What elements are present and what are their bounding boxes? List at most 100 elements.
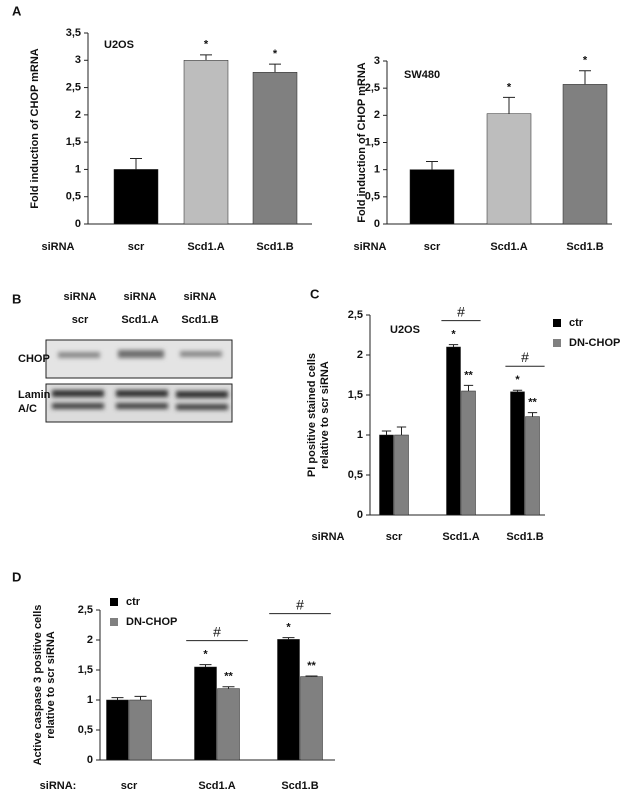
y-axis-label: PI positive stained cells bbox=[306, 353, 318, 477]
y-tick-label: 0 bbox=[87, 754, 93, 766]
chart-title: U2OS bbox=[104, 39, 134, 51]
significance: ** bbox=[224, 671, 233, 683]
bar bbox=[113, 169, 159, 225]
significance: * bbox=[515, 374, 520, 386]
lane-label: siRNA bbox=[63, 291, 96, 303]
legend-swatch bbox=[553, 339, 561, 347]
blot bbox=[45, 339, 233, 423]
error-bar bbox=[527, 412, 538, 417]
y-tick-label: 3,5 bbox=[66, 27, 81, 39]
error-bar bbox=[282, 637, 295, 640]
y-tick-label: 1,5 bbox=[348, 389, 363, 401]
bar bbox=[409, 169, 455, 225]
error-bar bbox=[200, 54, 212, 61]
x-tick-label: scr bbox=[121, 780, 138, 792]
y-tick-label: 2 bbox=[87, 634, 93, 646]
y-tick-label: 3 bbox=[75, 54, 81, 66]
error-bar bbox=[463, 384, 474, 391]
bar bbox=[379, 434, 394, 516]
bar bbox=[277, 639, 300, 761]
band bbox=[52, 403, 104, 409]
legend-swatch bbox=[110, 618, 118, 626]
error-bar bbox=[426, 161, 438, 170]
x-tick-label: Scd1.B bbox=[566, 241, 603, 253]
band bbox=[58, 352, 100, 358]
y-tick-label: 2 bbox=[357, 349, 363, 361]
band bbox=[176, 391, 228, 398]
y-tick-label: 1 bbox=[357, 429, 363, 441]
significance: * bbox=[583, 55, 588, 67]
x-tick-label: Scd1.B bbox=[506, 531, 543, 543]
significance: # bbox=[457, 303, 465, 319]
x-tick-label: Scd1.A bbox=[198, 780, 235, 792]
bar bbox=[252, 72, 298, 225]
bar bbox=[486, 113, 532, 225]
legend-swatch bbox=[553, 319, 561, 327]
y-tick-label: 2,5 bbox=[365, 82, 380, 94]
bar bbox=[510, 391, 525, 516]
x-tick-label: Scd1.A bbox=[490, 241, 527, 253]
y-axis-label: Active caspase 3 positive cells bbox=[32, 605, 44, 766]
y-tick-label: 2,5 bbox=[66, 81, 81, 93]
y-tick-label: 0,5 bbox=[348, 469, 363, 481]
significance: * bbox=[203, 649, 208, 661]
row-label: A/C bbox=[18, 403, 37, 415]
row-label: siRNA bbox=[41, 241, 74, 253]
y-tick-label: 0 bbox=[357, 509, 363, 521]
y-tick-label: 2,5 bbox=[78, 604, 93, 616]
row-label: siRNA: bbox=[40, 780, 77, 792]
significance: * bbox=[204, 39, 209, 51]
row-label: siRNA bbox=[311, 531, 344, 543]
chart-title: U2OS bbox=[390, 324, 420, 336]
x-tick-label: Scd1.B bbox=[256, 241, 293, 253]
bar bbox=[446, 346, 461, 516]
band bbox=[116, 390, 168, 397]
y-tick-label: 2 bbox=[75, 109, 81, 121]
bar bbox=[461, 390, 476, 516]
blot-box bbox=[45, 339, 233, 379]
y-tick-label: 0,5 bbox=[365, 191, 380, 203]
row-label: CHOP bbox=[18, 353, 50, 365]
y-tick-label: 3 bbox=[374, 55, 380, 67]
y-tick-label: 0,5 bbox=[66, 191, 81, 203]
significance: ** bbox=[464, 369, 473, 381]
error-bar bbox=[503, 96, 515, 114]
error-bar bbox=[134, 695, 147, 700]
bar bbox=[562, 84, 608, 225]
legend-label: DN-CHOP bbox=[569, 337, 620, 349]
y-tick-label: 1,5 bbox=[66, 136, 81, 148]
error-bar bbox=[199, 664, 212, 667]
error-bar bbox=[305, 675, 318, 677]
panel-letter: A bbox=[12, 3, 22, 18]
significance: # bbox=[296, 596, 304, 612]
bar bbox=[394, 434, 409, 516]
error-bar bbox=[512, 389, 523, 392]
significance: ** bbox=[528, 397, 537, 409]
bar bbox=[129, 699, 152, 761]
error-bar bbox=[130, 158, 142, 170]
panel-letter: B bbox=[12, 291, 21, 306]
significance: # bbox=[521, 349, 529, 365]
y-tick-label: 0 bbox=[374, 218, 380, 230]
y-tick-label: 1,5 bbox=[365, 136, 380, 148]
lane-label: scr bbox=[72, 314, 89, 326]
y-axis-label: relative to scr siRNA bbox=[319, 361, 331, 469]
bar bbox=[525, 416, 540, 516]
y-tick-label: 1 bbox=[374, 164, 380, 176]
band bbox=[176, 404, 228, 410]
band bbox=[118, 350, 164, 358]
row-label: Lamin bbox=[18, 389, 51, 401]
panel-letter: D bbox=[12, 569, 21, 584]
y-axis-label: Fold induction of CHOP mRNA bbox=[29, 48, 41, 209]
error-bar bbox=[396, 426, 407, 435]
bar bbox=[183, 60, 229, 225]
bar bbox=[300, 676, 323, 761]
row-label: siRNA bbox=[353, 241, 386, 253]
x-tick-label: Scd1.B bbox=[281, 780, 318, 792]
y-tick-label: 2,5 bbox=[348, 309, 363, 321]
x-tick-label: scr bbox=[424, 241, 441, 253]
y-axis-label: Fold induction of CHOP mRNA bbox=[356, 62, 368, 223]
x-tick-label: Scd1.A bbox=[442, 531, 479, 543]
legend-swatch bbox=[110, 598, 118, 606]
